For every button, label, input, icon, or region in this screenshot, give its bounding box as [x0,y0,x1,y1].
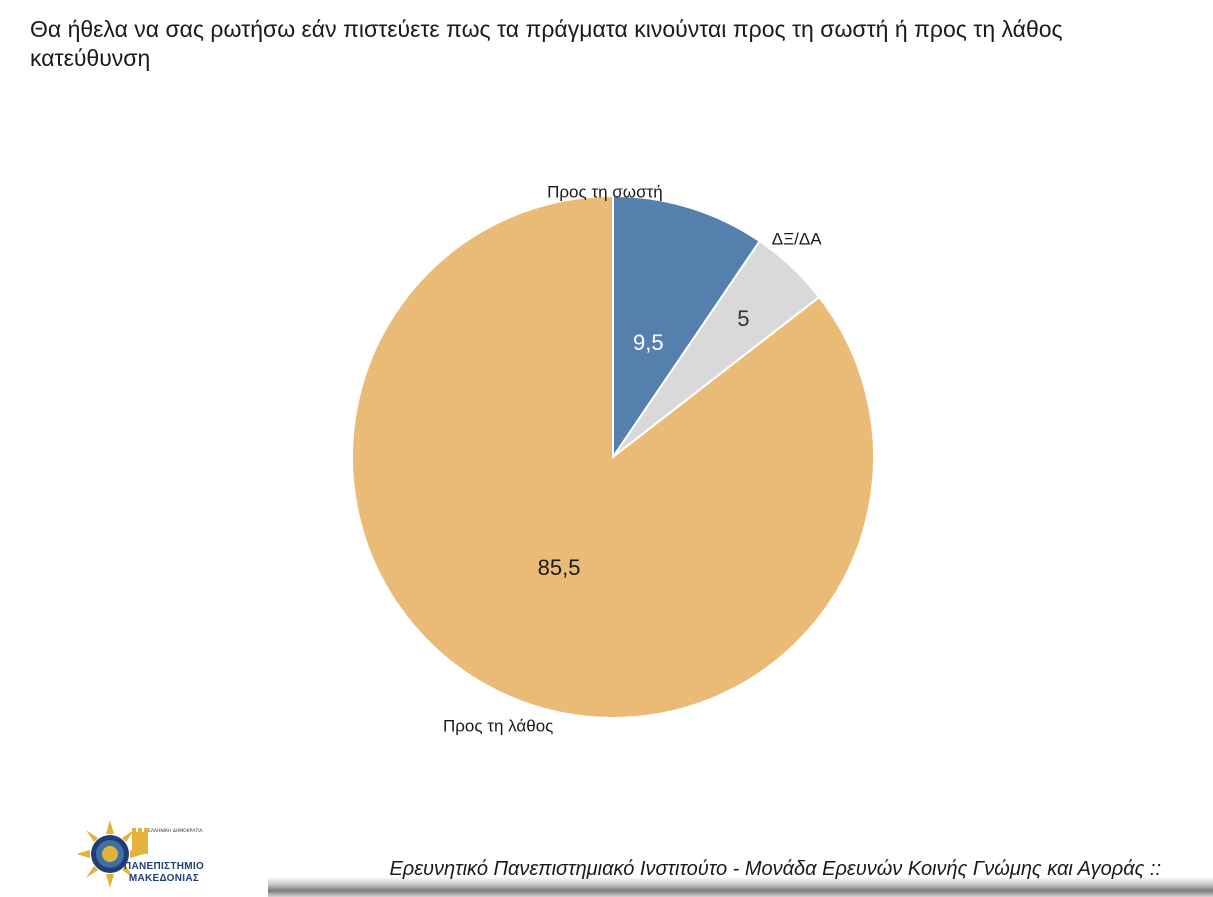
footer-band [268,852,1213,897]
slice-category-label: Προς τη σωστή [547,183,663,202]
page-title: Θα ήθελα να σας ρωτήσω εάν πιστεύετε πως… [30,16,1063,71]
footer-text: Ερευνητικό Πανεπιστημιακό Ινστιτούτο - Μ… [389,858,1161,880]
pie-slice [612,194,762,461]
pie-slice [351,194,875,719]
university-name: ΠΑΝΕΠΙΣΤΗΜΙΟ ΜΑΚΕΔΟΝΙΑΣ [123,861,205,884]
slice-category-label: ΔΞ/ΔΑ [772,230,822,249]
logo-small-text: ΕΛΛΗΝΙΚΗ ΔΗΜΟΚΡΑΤΙΑ [148,828,204,834]
slice-value-label: 9,5 [633,330,664,355]
slice-category-label: Προς τη λάθος [443,716,553,735]
slice-value-label: 5 [737,306,749,331]
university-logo: ΕΛΛΗΝΙΚΗ ΔΗΜΟΚΡΑΤΙΑ [78,820,204,888]
slice-value-label: 85,5 [538,555,581,580]
